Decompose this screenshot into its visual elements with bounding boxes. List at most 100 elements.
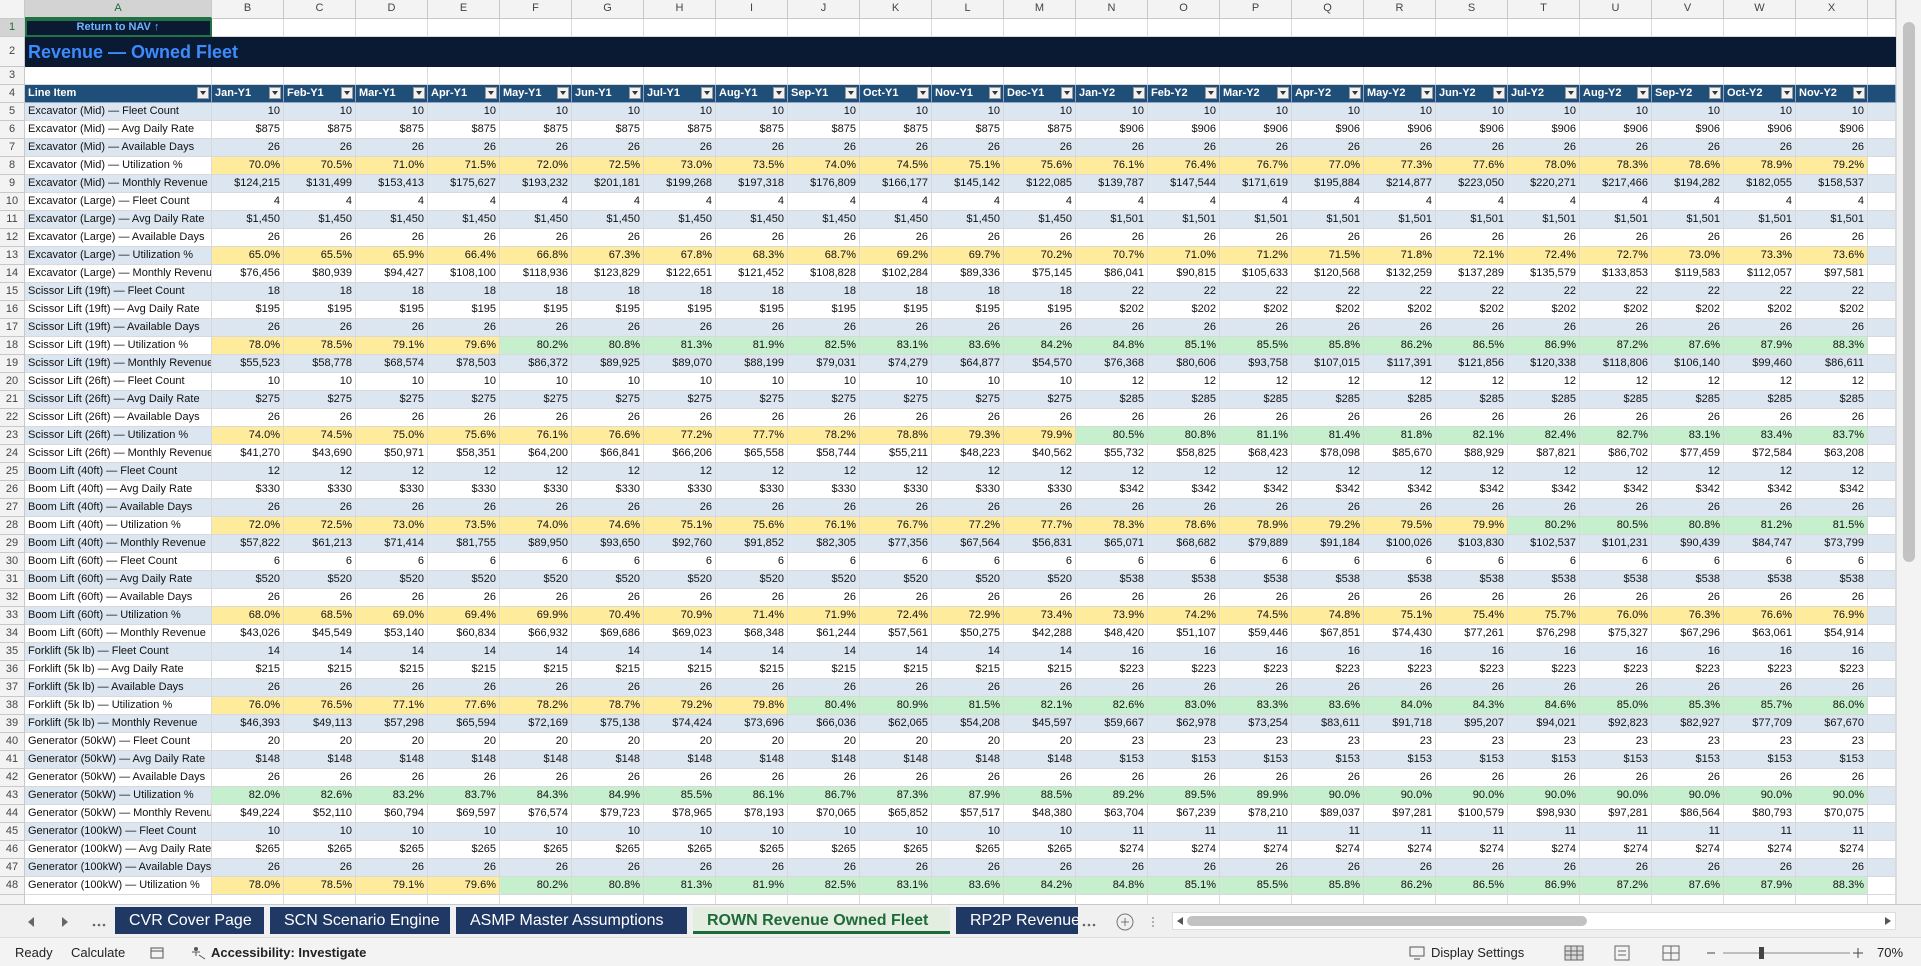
value-cell[interactable]: 75.1% (644, 517, 716, 535)
row-header[interactable]: 1 (0, 19, 25, 37)
value-cell[interactable]: 16 (1220, 643, 1292, 661)
value-cell[interactable]: $78,210 (1220, 805, 1292, 823)
value-cell[interactable]: 86.2% (1364, 337, 1436, 355)
value-cell[interactable]: 10 (500, 823, 572, 841)
value-cell[interactable]: 18 (644, 283, 716, 301)
value-cell[interactable]: 26 (1004, 319, 1076, 337)
line-item[interactable]: Excavator (Mid) — Available Days (25, 139, 212, 157)
value-cell[interactable]: 4 (1148, 193, 1220, 211)
value-cell[interactable]: $195 (572, 301, 644, 319)
value-cell[interactable]: $202 (1796, 301, 1868, 319)
value-cell[interactable]: 26 (1364, 769, 1436, 787)
value-cell[interactable]: 26 (1148, 589, 1220, 607)
value-cell[interactable]: 26 (500, 679, 572, 697)
value-cell[interactable]: 84.0% (1364, 697, 1436, 715)
value-cell[interactable]: 79.9% (1436, 517, 1508, 535)
value-cell[interactable]: 10 (932, 103, 1004, 121)
value-cell[interactable]: 4 (1724, 193, 1796, 211)
value-cell[interactable]: $330 (356, 481, 428, 499)
vertical-scrollbar[interactable] (1896, 0, 1921, 904)
value-cell[interactable]: 26 (1364, 139, 1436, 157)
column-header[interactable]: W (1724, 0, 1796, 19)
value-cell[interactable]: $275 (932, 391, 1004, 409)
value-cell[interactable]: 11 (1292, 823, 1364, 841)
value-cell[interactable]: $86,611 (1796, 355, 1868, 373)
value-cell[interactable]: 12 (1652, 373, 1724, 391)
value-cell[interactable]: 23 (1292, 733, 1364, 751)
value-cell[interactable]: 76.1% (500, 427, 572, 445)
value-cell[interactable]: 26 (1436, 229, 1508, 247)
value-cell[interactable]: $202 (1580, 301, 1652, 319)
value-cell[interactable]: 26 (1796, 499, 1868, 517)
value-cell[interactable]: 4 (212, 193, 284, 211)
value-cell[interactable]: 83.2% (356, 787, 428, 805)
value-cell[interactable]: 20 (932, 733, 1004, 751)
value-cell[interactable]: $538 (1436, 571, 1508, 589)
line-item[interactable]: Generator (100kW) — Available Days (25, 859, 212, 877)
value-cell[interactable]: 26 (788, 859, 860, 877)
value-cell[interactable]: 26 (1220, 859, 1292, 877)
value-cell[interactable]: 81.5% (932, 697, 1004, 715)
value-cell[interactable]: 26 (1220, 409, 1292, 427)
value-cell[interactable]: $73,696 (716, 715, 788, 733)
value-cell[interactable]: 10 (1364, 103, 1436, 121)
value-cell[interactable]: $215 (644, 661, 716, 679)
value-cell[interactable]: 26 (428, 679, 500, 697)
value-cell[interactable]: 10 (860, 103, 932, 121)
value-cell[interactable]: 20 (1004, 733, 1076, 751)
value-cell[interactable]: 10 (716, 823, 788, 841)
column-header[interactable]: E (428, 0, 500, 19)
value-cell[interactable]: $79,031 (788, 355, 860, 373)
value-cell[interactable]: 26 (1508, 499, 1580, 517)
value-cell[interactable]: $520 (644, 571, 716, 589)
value-cell[interactable]: 12 (1508, 373, 1580, 391)
column-header[interactable]: K (860, 0, 932, 19)
value-cell[interactable]: 10 (356, 103, 428, 121)
value-cell[interactable]: $215 (932, 661, 1004, 679)
value-cell[interactable]: $76,574 (500, 805, 572, 823)
line-item[interactable]: Boom Lift (40ft) — Avg Daily Rate (25, 481, 212, 499)
column-header[interactable]: B (212, 0, 284, 19)
value-cell[interactable]: 12 (212, 463, 284, 481)
value-cell[interactable]: $275 (860, 391, 932, 409)
value-cell[interactable]: 26 (572, 499, 644, 517)
value-cell[interactable]: 10 (572, 823, 644, 841)
value-cell[interactable]: $538 (1076, 571, 1148, 589)
value-cell[interactable]: $906 (1580, 121, 1652, 139)
value-cell[interactable]: $50,971 (356, 445, 428, 463)
value-cell[interactable]: 71.9% (788, 607, 860, 625)
value-cell[interactable]: 4 (1364, 193, 1436, 211)
value-cell[interactable]: 72.0% (212, 517, 284, 535)
value-cell[interactable]: 10 (860, 373, 932, 391)
value-cell[interactable]: 26 (1652, 319, 1724, 337)
value-cell[interactable]: 76.3% (1652, 607, 1724, 625)
line-item[interactable]: Scissor Lift (26ft) — Fleet Count (25, 373, 212, 391)
value-cell[interactable]: 14 (356, 643, 428, 661)
value-cell[interactable]: $76,368 (1076, 355, 1148, 373)
value-cell[interactable]: 4 (716, 193, 788, 211)
value-cell[interactable]: 26 (212, 589, 284, 607)
value-cell[interactable]: 26 (428, 319, 500, 337)
value-cell[interactable]: $65,558 (716, 445, 788, 463)
value-cell[interactable]: $1,450 (860, 211, 932, 229)
value-cell[interactable]: 26 (932, 139, 1004, 157)
value-cell[interactable]: 81.9% (716, 877, 788, 895)
value-cell[interactable]: 76.7% (860, 517, 932, 535)
value-cell[interactable]: $79,723 (572, 805, 644, 823)
value-cell[interactable]: 26 (428, 139, 500, 157)
value-cell[interactable]: $330 (212, 481, 284, 499)
value-cell[interactable]: 12 (1796, 463, 1868, 481)
row-header[interactable]: 34 (0, 625, 25, 643)
value-cell[interactable]: $1,501 (1508, 211, 1580, 229)
value-cell[interactable]: 89.5% (1148, 787, 1220, 805)
value-cell[interactable]: $195,884 (1292, 175, 1364, 193)
value-cell[interactable]: $520 (932, 571, 1004, 589)
value-cell[interactable]: 26 (1796, 859, 1868, 877)
value-cell[interactable]: $76,456 (212, 265, 284, 283)
value-cell[interactable]: 26 (284, 859, 356, 877)
value-cell[interactable]: $285 (1076, 391, 1148, 409)
value-cell[interactable]: 90.0% (1364, 787, 1436, 805)
row-header[interactable]: 43 (0, 787, 25, 805)
value-cell[interactable]: 79.1% (356, 877, 428, 895)
value-cell[interactable]: 26 (572, 409, 644, 427)
